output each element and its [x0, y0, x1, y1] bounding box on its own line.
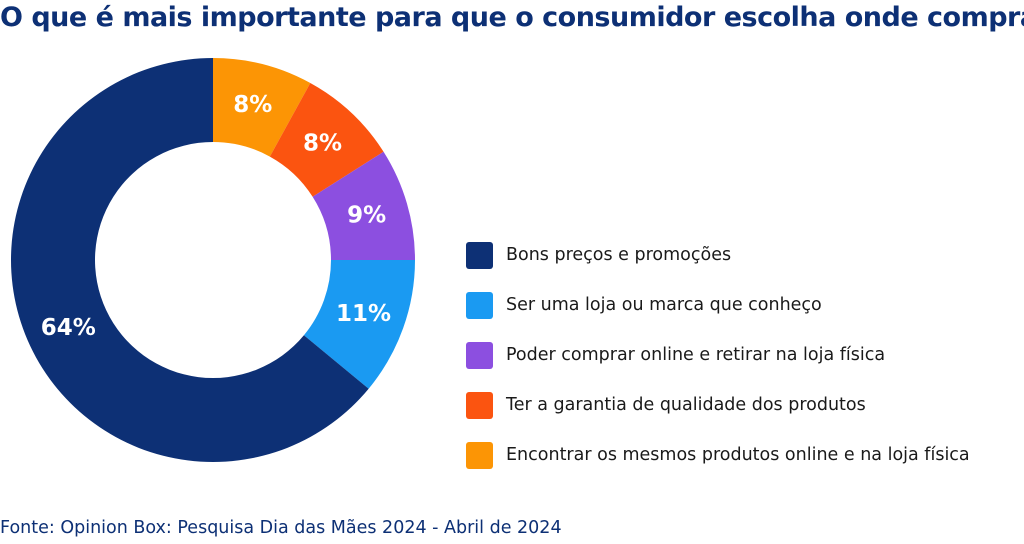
donut-slice	[269, 82, 384, 197]
legend-swatch	[466, 241, 493, 269]
legend-swatch	[466, 291, 493, 319]
donut-slice	[312, 151, 415, 260]
donut-slice	[303, 260, 415, 389]
source-note: Fonte: Opinion Box: Pesquisa Dia das Mãe…	[0, 518, 562, 538]
legend-label: Poder comprar online e retirar na loja f…	[506, 345, 886, 365]
legend-item: Encontrar os mesmos produtos online e na…	[466, 430, 970, 480]
slice-value-label: 9%	[347, 202, 386, 228]
chart-legend: Bons preços e promoções Ser uma loja ou m…	[466, 230, 970, 480]
chart-title: O que é mais importante para que o consu…	[0, 2, 1024, 33]
legend-label: Bons preços e promoções	[506, 245, 732, 265]
legend-item: Ser uma loja ou marca que conheço	[466, 280, 970, 330]
legend-swatch	[466, 341, 493, 369]
slice-value-label: 8%	[233, 92, 272, 118]
slice-value-label: 8%	[303, 130, 342, 156]
legend-label: Ser uma loja ou marca que conheço	[506, 295, 822, 315]
donut-slice	[213, 58, 311, 157]
slice-value-label: 11%	[336, 301, 391, 327]
donut-slice	[10, 58, 369, 462]
legend-swatch	[466, 441, 493, 469]
donut-chart: 8% 8% 9% 11% 64%	[10, 58, 415, 462]
slice-value-label: 64%	[41, 315, 96, 341]
legend-label: Encontrar os mesmos produtos online e na…	[506, 445, 970, 465]
legend-swatch	[466, 391, 493, 419]
legend-item: Bons preços e promoções	[466, 230, 970, 280]
legend-item: Poder comprar online e retirar na loja f…	[466, 330, 970, 380]
legend-label: Ter a garantia de qualidade dos produtos	[506, 395, 866, 415]
legend-item: Ter a garantia de qualidade dos produtos	[466, 380, 970, 430]
